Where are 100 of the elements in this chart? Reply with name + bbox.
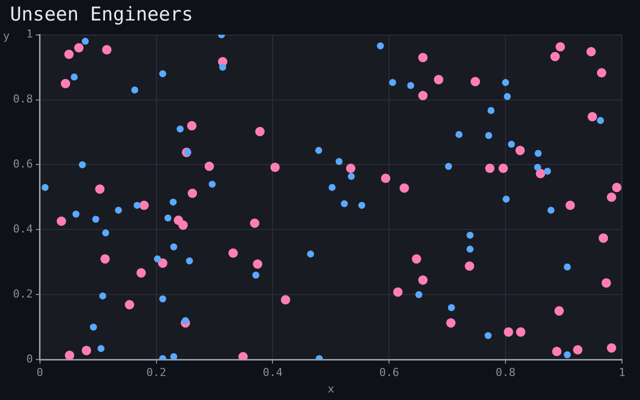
point (158, 258, 168, 268)
point (456, 131, 463, 138)
point (82, 346, 92, 356)
point (97, 345, 104, 352)
point (64, 50, 74, 59)
chart-title: Unseen Engineers (10, 3, 194, 26)
point (99, 292, 106, 300)
x-tick-label: 0.8 (496, 366, 516, 380)
y-tick-label: 1 (26, 28, 33, 41)
point (102, 45, 112, 54)
point (159, 295, 166, 302)
point (159, 70, 166, 78)
point (270, 162, 280, 172)
point (418, 90, 428, 100)
point (60, 78, 70, 88)
point (508, 140, 515, 148)
x-tick-label: 0.6 (379, 366, 400, 380)
point (565, 200, 575, 210)
point (184, 148, 192, 156)
y-tick-label: 0.4 (12, 222, 34, 236)
point (380, 174, 390, 184)
point (178, 220, 188, 230)
point (95, 184, 105, 194)
point (154, 255, 161, 262)
point (606, 343, 616, 353)
point (164, 214, 172, 222)
x-tick-label: 1 (618, 366, 626, 380)
point (136, 268, 146, 278)
y-axis-title: y (3, 30, 10, 43)
y-tick-label: 0.6 (12, 158, 33, 171)
point (502, 79, 510, 86)
point (602, 278, 611, 288)
point (250, 218, 260, 228)
x-tick-label: 0 (36, 366, 44, 380)
point (393, 287, 403, 297)
point (78, 161, 86, 168)
point (90, 324, 97, 331)
point (187, 121, 197, 130)
point (56, 216, 66, 226)
point (400, 183, 409, 193)
y-tick-label: 0.2 (12, 288, 33, 300)
point (389, 79, 396, 86)
point (307, 250, 314, 258)
point (466, 232, 474, 239)
point (586, 46, 596, 56)
point (131, 86, 138, 94)
point (564, 264, 571, 271)
point (170, 353, 178, 360)
point (255, 126, 265, 136)
point (340, 200, 348, 208)
point (504, 93, 511, 100)
point (515, 146, 525, 156)
point (552, 346, 562, 356)
point (124, 300, 134, 310)
point (176, 125, 184, 132)
point (376, 42, 384, 50)
point (134, 202, 141, 209)
point (252, 259, 262, 269)
point (484, 332, 492, 340)
point (534, 164, 542, 171)
point (139, 200, 149, 210)
y-tick-label: 0 (26, 352, 33, 366)
point (596, 117, 604, 124)
point (42, 184, 49, 191)
point (498, 164, 508, 173)
point (252, 272, 260, 279)
point (228, 248, 238, 258)
point (348, 172, 355, 180)
point (488, 106, 495, 114)
point (315, 146, 322, 154)
point (418, 275, 428, 285)
point (182, 317, 189, 324)
point (550, 52, 560, 62)
point (434, 74, 444, 84)
point (208, 180, 216, 188)
point (534, 150, 542, 157)
point (219, 64, 226, 71)
point (547, 206, 554, 214)
point (72, 210, 80, 218)
point (612, 182, 622, 192)
point (70, 74, 78, 81)
point (407, 82, 414, 89)
point (588, 112, 598, 122)
point (448, 304, 455, 312)
x-axis-title: x (328, 382, 335, 396)
point (544, 168, 551, 175)
point (358, 202, 366, 209)
y-tick-label: 0.8 (12, 92, 33, 106)
point (204, 162, 214, 172)
point (556, 42, 565, 52)
point (102, 229, 110, 236)
point (188, 188, 198, 198)
point (485, 164, 495, 173)
point (92, 216, 100, 223)
point (412, 254, 422, 264)
point (464, 261, 474, 271)
point (598, 233, 608, 243)
point (100, 254, 110, 264)
point (516, 327, 526, 337)
point (596, 68, 606, 78)
